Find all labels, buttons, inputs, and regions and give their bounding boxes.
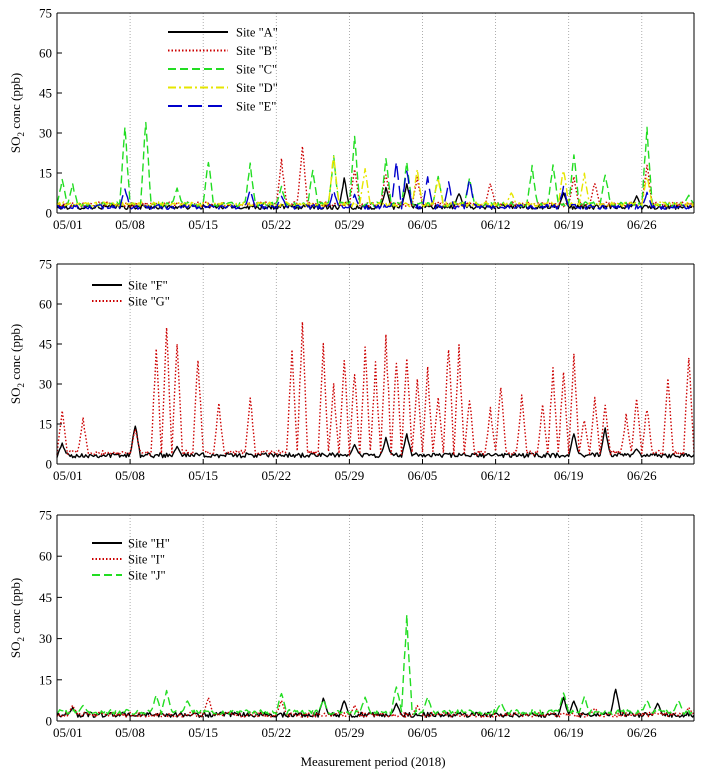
x-tick-label: 05/08 bbox=[115, 725, 145, 740]
x-tick-label: 05/29 bbox=[335, 217, 365, 232]
x-tick-label: 06/26 bbox=[627, 725, 657, 740]
x-tick-label: 05/22 bbox=[261, 725, 291, 740]
x-tick-label: 06/12 bbox=[481, 725, 511, 740]
y-axis-title: SO2 conc (ppb) bbox=[8, 73, 26, 153]
y-axis-title: SO2 conc (ppb) bbox=[8, 324, 26, 404]
x-tick-label: 05/01 bbox=[53, 468, 83, 483]
x-tick-label: 06/12 bbox=[481, 468, 511, 483]
y-axis-title-sub: 2 bbox=[16, 132, 26, 137]
x-tick-label: 06/12 bbox=[481, 217, 511, 232]
x-tick-label: 06/05 bbox=[408, 468, 438, 483]
y-tick-label: 0 bbox=[46, 206, 53, 221]
y-tick-label: 30 bbox=[39, 631, 52, 646]
y-axis-title-rest: conc (ppb) bbox=[8, 324, 23, 383]
y-axis-title: SO2 conc (ppb) bbox=[8, 578, 26, 658]
x-axis-title: Measurement period (2018) bbox=[300, 754, 445, 769]
chart-panel-top: 0 15 30 45 60 75 05/01 05/08 05/15 05/22 05/29 06/0… bbox=[8, 6, 695, 232]
x-tick-label: 05/15 bbox=[188, 217, 218, 232]
series-line bbox=[56, 155, 695, 208]
x-tick-label: 05/22 bbox=[261, 217, 291, 232]
y-tick-label: 0 bbox=[46, 457, 53, 472]
y-tick-label: 30 bbox=[39, 377, 52, 392]
x-tick-label: 06/26 bbox=[627, 217, 657, 232]
chart-panel-middle: 0 15 30 45 60 75 05/01 05/08 05/15 05/22 05/29 06/0… bbox=[8, 257, 695, 483]
y-tick-label: 75 bbox=[39, 6, 52, 21]
x-tick-label: 06/26 bbox=[627, 468, 657, 483]
series-line bbox=[56, 145, 695, 208]
x-tick-label: 06/05 bbox=[408, 217, 438, 232]
y-tick-label: 45 bbox=[39, 337, 52, 352]
y-axis-title-sub: 2 bbox=[16, 637, 26, 642]
legend-label: Site "B" bbox=[236, 44, 277, 58]
x-tick-label: 05/15 bbox=[188, 725, 218, 740]
x-tick-label: 06/19 bbox=[554, 725, 584, 740]
y-axis-title-rest: conc (ppb) bbox=[8, 578, 23, 637]
y-axis-title-main: SO bbox=[8, 137, 23, 154]
y-axis-title-sub: 2 bbox=[16, 383, 26, 388]
series-line bbox=[56, 425, 695, 459]
legend-label: Site "G" bbox=[128, 295, 170, 309]
y-tick-label: 30 bbox=[39, 126, 52, 141]
y-tick-label: 60 bbox=[39, 297, 52, 312]
chart-panel-bottom: 0 15 30 45 60 75 05/01 05/08 05/15 05/22 05/29 06/0… bbox=[8, 508, 695, 740]
y-tick-label: 15 bbox=[39, 166, 52, 181]
legend: Site "F" Site "G" bbox=[92, 279, 170, 309]
x-tick-label: 06/19 bbox=[554, 217, 584, 232]
series-line bbox=[56, 121, 695, 208]
x-tick-label: 05/29 bbox=[335, 468, 365, 483]
y-tick-label: 0 bbox=[46, 714, 53, 729]
y-tick-label: 15 bbox=[39, 417, 52, 432]
x-tick-label: 06/19 bbox=[554, 468, 584, 483]
y-axis-title-rest: conc (ppb) bbox=[8, 73, 23, 132]
x-tick-label: 05/15 bbox=[188, 468, 218, 483]
y-axis-title-main: SO bbox=[8, 642, 23, 659]
y-tick-label: 75 bbox=[39, 257, 52, 272]
legend-label: Site "I" bbox=[128, 553, 165, 567]
x-tick-label: 05/29 bbox=[335, 725, 365, 740]
y-tick-label: 15 bbox=[39, 672, 52, 687]
legend-label: Site "E" bbox=[236, 100, 276, 114]
x-tick-label: 05/08 bbox=[115, 468, 145, 483]
y-tick-label: 60 bbox=[39, 46, 52, 61]
series-line bbox=[56, 614, 695, 716]
series-line bbox=[56, 321, 695, 456]
y-tick-label: 75 bbox=[39, 508, 52, 523]
legend-label: Site "H" bbox=[128, 537, 170, 551]
legend-label: Site "D" bbox=[236, 81, 278, 95]
y-axis-title-main: SO bbox=[8, 388, 23, 405]
x-tick-label: 05/01 bbox=[53, 217, 83, 232]
legend-label: Site "F" bbox=[128, 279, 168, 293]
x-tick-label: 05/01 bbox=[53, 725, 83, 740]
x-tick-label: 05/08 bbox=[115, 217, 145, 232]
legend-label: Site "A" bbox=[236, 26, 278, 40]
legend-label: Site "J" bbox=[128, 569, 166, 583]
legend: Site "A" Site "B" Site "C" Site "D" Site "E" bbox=[168, 26, 278, 114]
y-tick-label: 60 bbox=[39, 549, 52, 564]
y-tick-label: 45 bbox=[39, 590, 52, 605]
series-line bbox=[56, 160, 695, 211]
x-tick-label: 05/22 bbox=[261, 468, 291, 483]
legend-label: Site "C" bbox=[236, 63, 277, 77]
legend: Site "H" Site "I" Site "J" bbox=[92, 537, 170, 583]
y-tick-label: 45 bbox=[39, 86, 52, 101]
x-tick-label: 06/05 bbox=[408, 725, 438, 740]
